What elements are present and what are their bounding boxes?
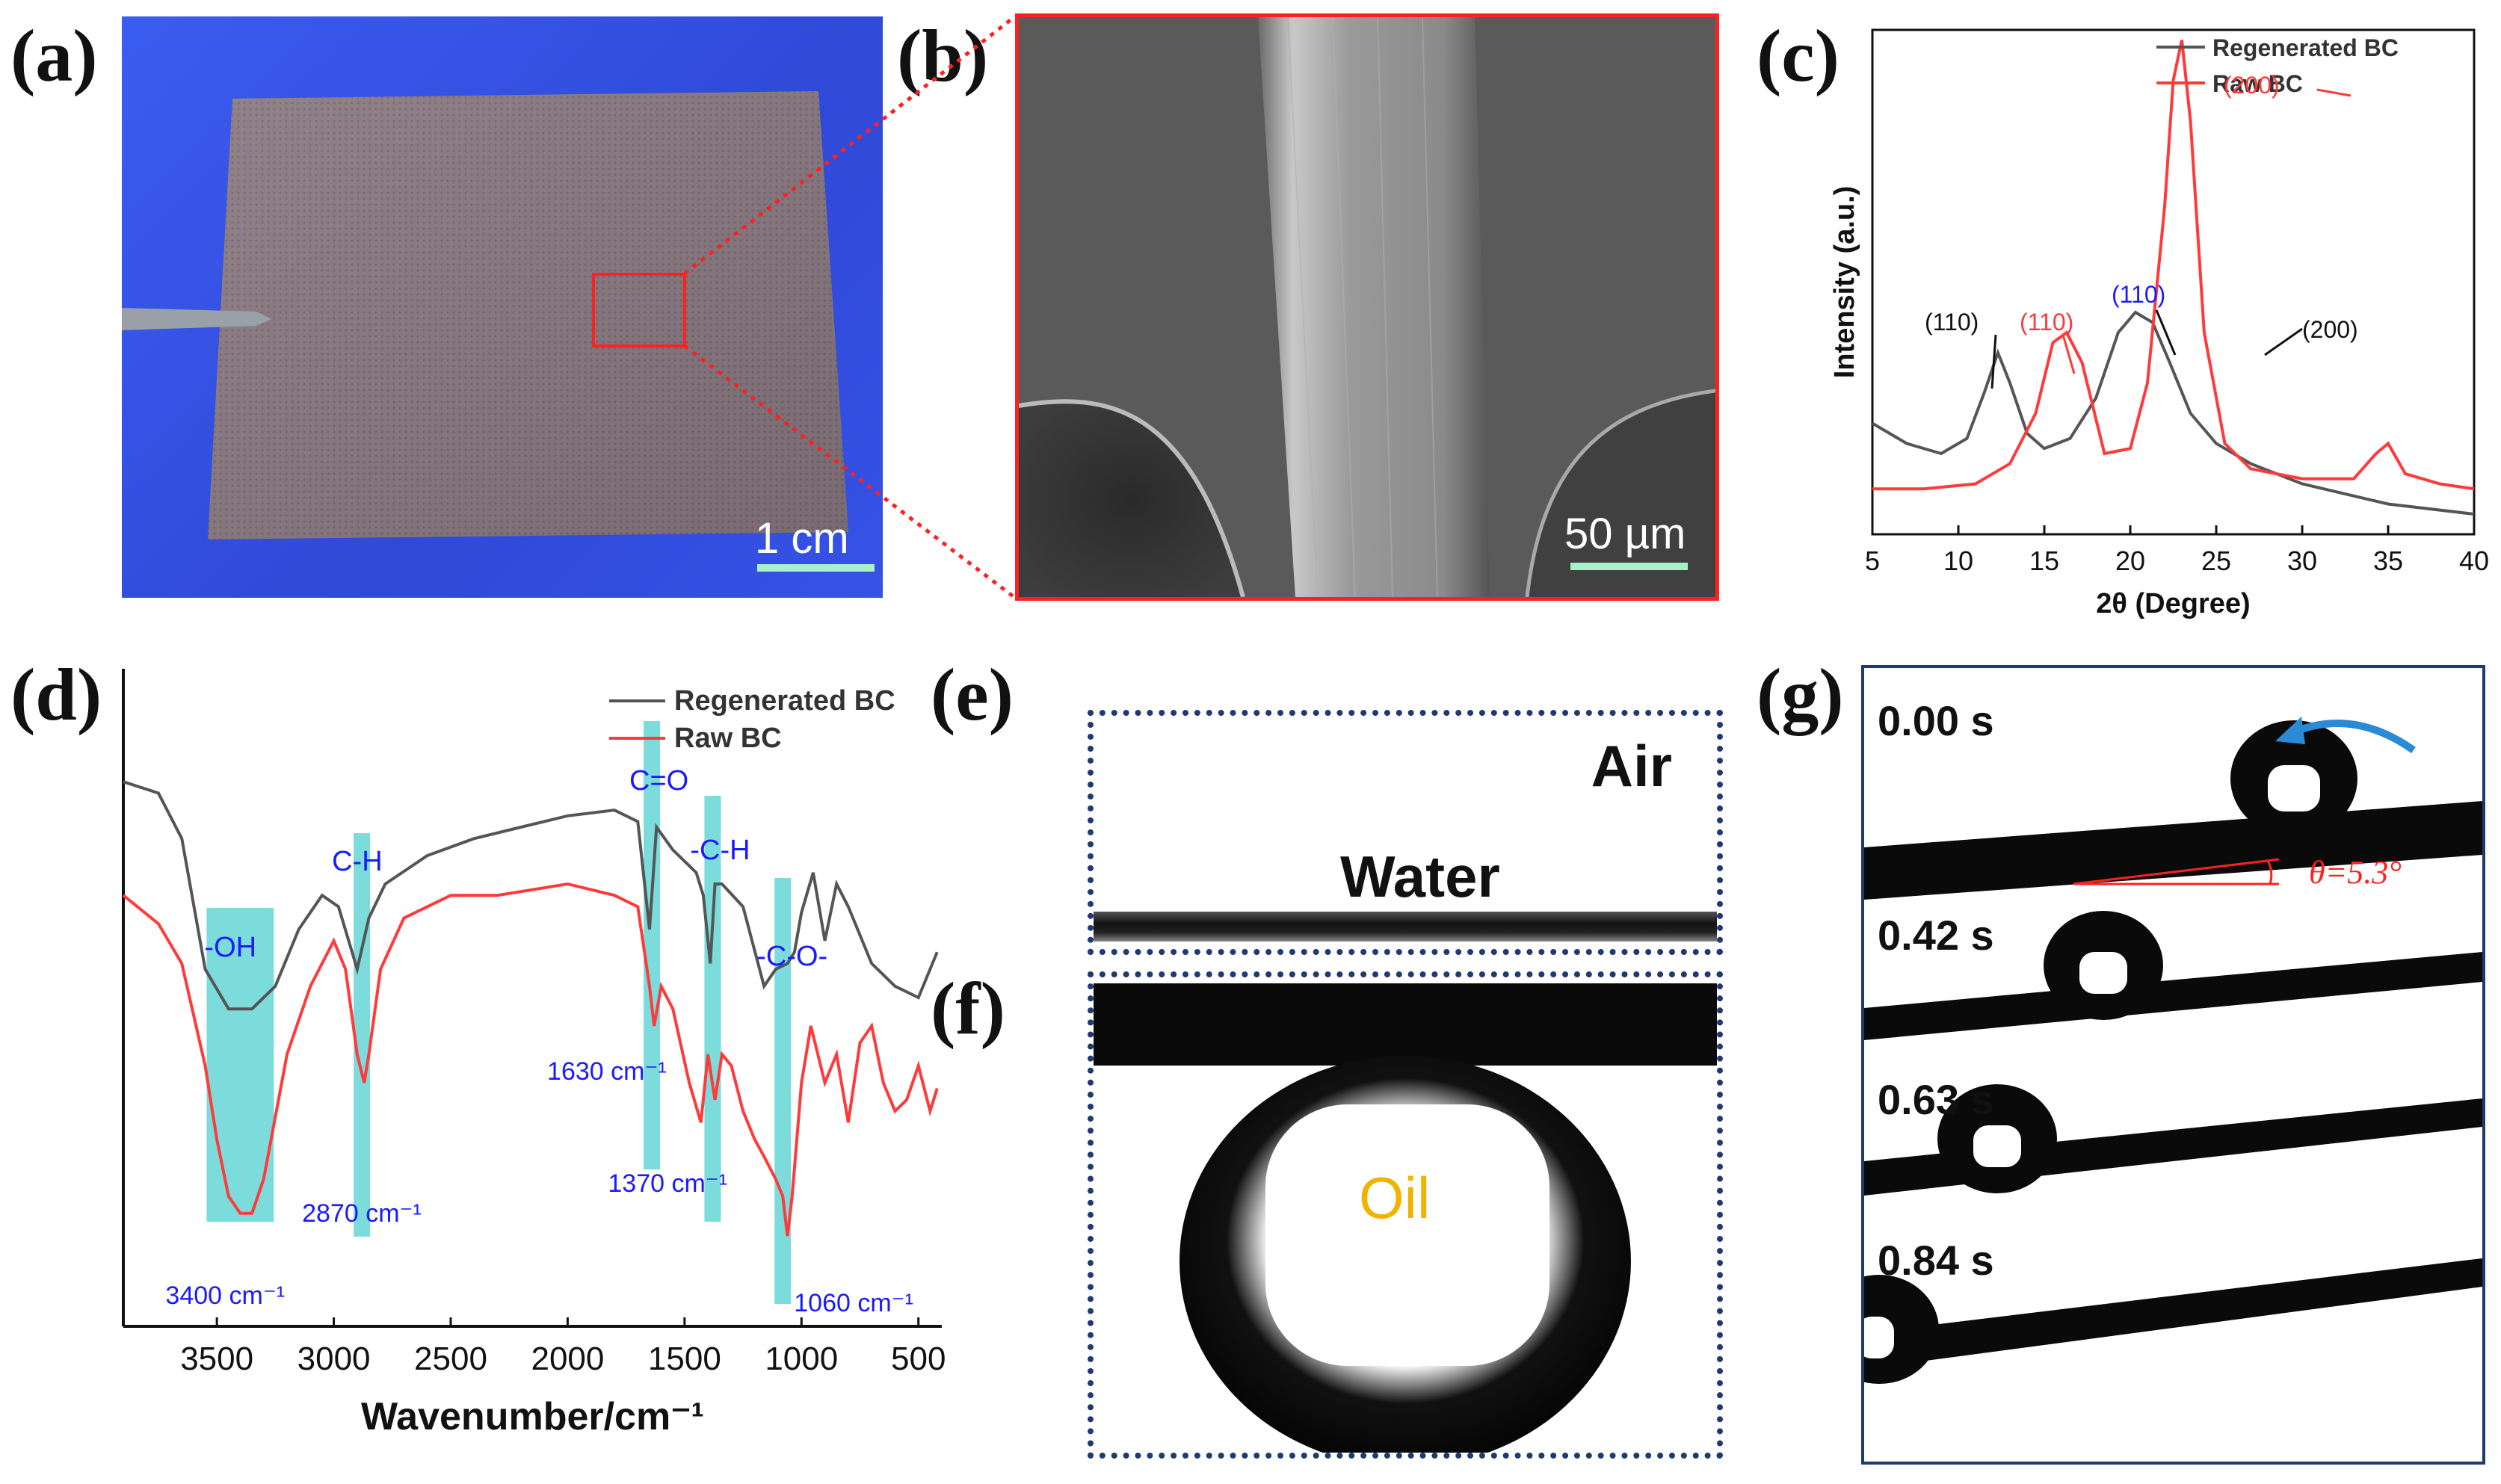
ftir-band-wavenumber-1: 2870 cm⁻¹	[302, 1199, 422, 1228]
photo-panel-a: 1 cm	[122, 16, 883, 598]
ftir-series-0	[123, 780, 939, 1011]
xrd-xtick-label-0: 5	[1865, 545, 1880, 576]
xrd-arrow-black-left	[1990, 334, 1997, 389]
xrd-annot-red-top: (200)	[2224, 72, 2280, 99]
ftir-band-wavenumber-3: 1370 cm⁻¹	[608, 1169, 727, 1198]
xrd-plot-frame	[1871, 28, 2476, 536]
panel-label-a: (a)	[10, 14, 98, 97]
xrd-xtick-label-5: 30	[2287, 545, 2317, 576]
ftir-band-3	[704, 796, 721, 1222]
panel-label-b: (b)	[897, 14, 989, 97]
scale-bar-label-b: 50 µm	[1564, 510, 1686, 558]
ftir-band-label-3: -C-H	[690, 835, 750, 866]
xrd-chart: 5 10 15 20 25 30 35 40 2θ (Degree) Intensity (a.u…	[1829, 28, 2489, 619]
droplet-3	[1937, 1084, 2057, 1193]
ftir-xtick-label-1: 3000	[297, 1341, 371, 1377]
ftir-series-1	[122, 882, 939, 1237]
panel-label-e: (e)	[931, 653, 1014, 736]
xrd-arrow-red-left	[2061, 334, 2076, 374]
scale-bar-label-a: 1 cm	[755, 514, 849, 563]
ftir-xtick-label-2: 2500	[414, 1341, 487, 1377]
ftir-band-label-2: C=O	[629, 765, 688, 797]
mesh-bar-f	[1094, 983, 1717, 1066]
ftir-xtick-label-6: 500	[891, 1341, 946, 1377]
panel-e-frame: Air Water	[1088, 710, 1723, 955]
xrd-ylabel: Intensity (a.u.)	[1829, 186, 1860, 379]
xrd-annot-blue: (110)	[2112, 281, 2165, 308]
tweezer	[122, 308, 271, 330]
mesh-line-e	[1094, 912, 1717, 942]
panel-label-g: (g)	[1757, 653, 1844, 736]
angle-label: θ=5.3°	[2309, 854, 2402, 891]
droplet-1	[2230, 720, 2357, 837]
xrd-xlabel: 2θ (Degree)	[2096, 588, 2250, 619]
xrd-xtick-label-2: 15	[2029, 545, 2059, 576]
ftir-band-4	[774, 878, 792, 1304]
ftir-band-wavenumber-4: 1060 cm⁻¹	[794, 1289, 913, 1317]
ftir-band-0	[206, 908, 274, 1222]
time-label-0: 0.00 s	[1878, 697, 1994, 744]
xrd-xtick-label-6: 35	[2373, 545, 2403, 576]
air-label: Air	[1591, 733, 1672, 799]
panel-label-f: (f)	[931, 967, 1005, 1050]
xrd-xtick-label-4: 25	[2201, 545, 2231, 576]
droplet-2	[2044, 911, 2163, 1020]
sem-image	[1019, 17, 1715, 597]
ftir-band-wavenumber-2: 1630 cm⁻¹	[547, 1057, 667, 1086]
xrd-arrow-black-right	[2264, 327, 2303, 356]
sem-panel-b: 50 µm	[1015, 13, 1719, 601]
ftir-chart: 3500 3000 2500 2000 1500 1000 500 Wavenumber/cm…	[122, 669, 946, 1438]
xrd-xtick-label-7: 40	[2459, 545, 2489, 576]
selection-box	[592, 273, 686, 347]
panel-g-frame: 0.00 s 0.42 s 0.63 s 0.84 s θ=5.3°	[1861, 665, 2485, 1465]
ftir-xtick-label-4: 1500	[648, 1341, 721, 1377]
sliding-sequence	[1864, 717, 2482, 1384]
xrd-legend-label-0: Regenerated BC	[2212, 34, 2399, 61]
oil-droplet	[1179, 1056, 1631, 1453]
ftir-xtick-label-5: 1000	[765, 1341, 838, 1377]
panel-f-frame: Oil	[1088, 971, 1723, 1459]
ftir-band-wavenumber-0: 3400 cm⁻¹	[165, 1282, 285, 1310]
ftir-legend-label-1: Raw BC	[674, 723, 782, 754]
xrd-legend-label-1: Raw BC	[2212, 70, 2303, 97]
time-label-1: 0.42 s	[1878, 912, 1994, 959]
xrd-arrow-red-top	[2316, 88, 2352, 97]
photo-a-drawing	[122, 91, 875, 572]
ftir-band-1	[354, 833, 371, 1237]
xrd-annot-black-right: (200)	[2302, 316, 2358, 343]
ftir-legend-label-0: Regenerated BC	[674, 685, 895, 717]
water-label: Water	[1340, 844, 1500, 909]
time-label-2: 0.63 s	[1878, 1076, 1994, 1123]
xrd-arrow-blue	[2155, 309, 2177, 356]
ftir-band-label-1: C-H	[332, 846, 383, 877]
ftir-band-label-4: -C-O-	[756, 941, 827, 972]
xrd-xtick-label-1: 10	[1943, 545, 1973, 576]
droplet-4	[1864, 1275, 1939, 1384]
xrd-annot-red-left: (110)	[2020, 309, 2073, 336]
xrd-xtick-label-3: 20	[2115, 545, 2145, 576]
ftir-xtick-label-3: 2000	[531, 1341, 604, 1377]
xrd-series-1	[1872, 40, 2475, 491]
time-label-3: 0.84 s	[1878, 1237, 1994, 1284]
panel-label-d: (d)	[10, 653, 102, 736]
ftir-xtick-label-0: 3500	[180, 1341, 253, 1377]
oil-label: Oil	[1359, 1165, 1431, 1231]
panel-label-c: (c)	[1757, 14, 1839, 97]
xrd-annot-black-left: (110)	[1925, 309, 1979, 336]
ftir-xlabel: Wavenumber/cm⁻¹	[361, 1395, 704, 1438]
ftir-band-label-0: -OH	[204, 932, 256, 963]
